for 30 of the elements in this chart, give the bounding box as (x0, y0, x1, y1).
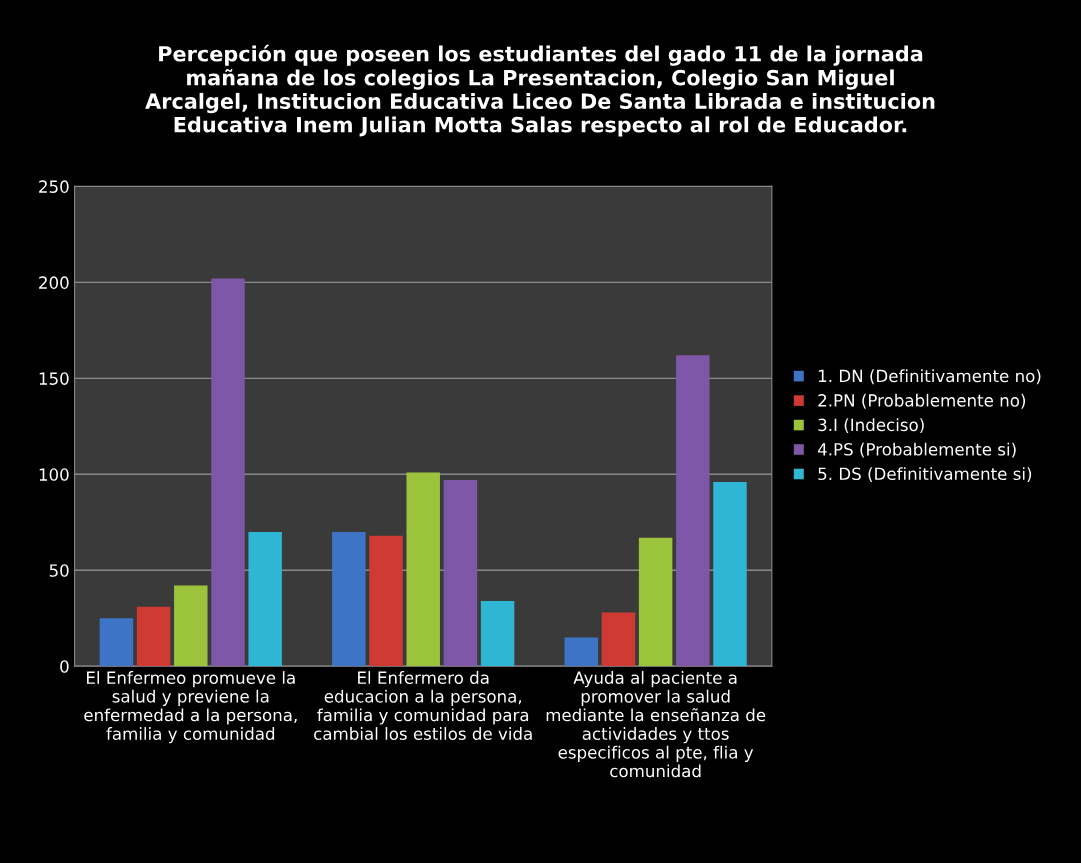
legend-label: 3.I (Indeciso) (818, 418, 924, 434)
chart-title: Percepción que poseen los estudiantes del gado 11 de la jornada mañana de los colegios La Presentacion, Colegio San Miguel Arcalgel, Institucion Educativa Liceo De Santa Librada e institucion Educativa Inem Julian Motta Salas respecto al rol de Educador. (145, 44, 935, 137)
y-tick-label: 100 (39, 468, 69, 481)
legend-label: 4.PS (Probablemente si) (817, 442, 1016, 458)
y-tick-label: 150 (39, 372, 69, 385)
bar (443, 480, 478, 667)
bar (564, 637, 598, 667)
bar (248, 531, 282, 667)
bar (676, 355, 710, 667)
legend-label: 5. DS (Definitivamente si) (818, 467, 1032, 483)
bar (480, 600, 515, 667)
y-tick-label: 0 (60, 660, 69, 673)
bar (211, 278, 245, 667)
y-tick-label: 50 (49, 564, 69, 577)
x-tick-label: El Enfermeo promueve la salud y previene la enfermedad a la persona, familia y comunidad (84, 671, 297, 744)
bar (174, 585, 208, 667)
bar (99, 618, 134, 667)
x-tick-label: El Enfermero da educacion a la persona, familia y comunidad para cambial los estilos de vida (314, 671, 532, 740)
y-tick-label: 250 (39, 180, 69, 193)
bar (638, 537, 673, 667)
y-tick-label: 200 (39, 276, 69, 289)
legend-label: 1. DN (Definitivamente no) (818, 369, 1041, 385)
bar (136, 606, 171, 667)
legend-label: 2.PN (Probablemente no) (818, 393, 1026, 409)
bar (332, 531, 366, 667)
bar (369, 535, 403, 667)
bar (601, 612, 636, 667)
bar (713, 481, 747, 667)
x-tick-label: Ayuda al paciente a promover la salud mediante la enseñanza de actividades y ttos especificos al pte, flia y comunidad (546, 671, 766, 778)
bar (406, 472, 440, 667)
